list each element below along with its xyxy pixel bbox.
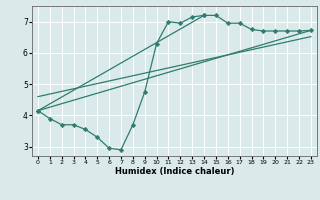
X-axis label: Humidex (Indice chaleur): Humidex (Indice chaleur) (115, 167, 234, 176)
